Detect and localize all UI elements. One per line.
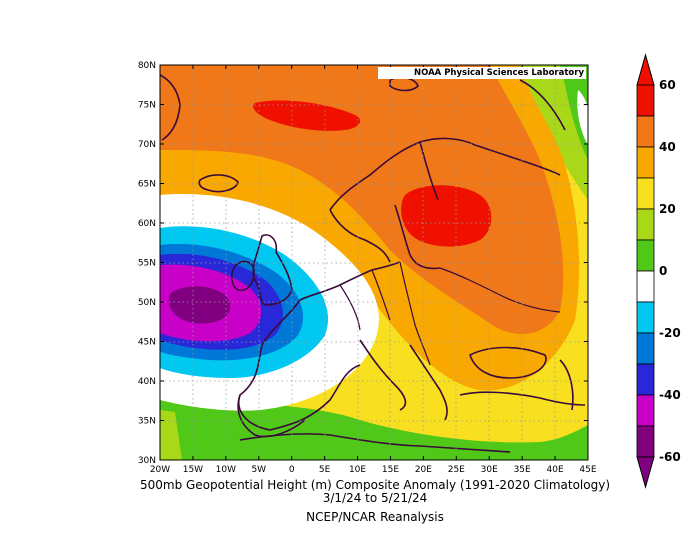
lon-tick-label: 40E xyxy=(547,465,564,475)
lat-tick-label: 75N xyxy=(138,101,156,111)
anomaly-field xyxy=(160,65,588,460)
caption-source: NCEP/NCAR Reanalysis xyxy=(306,510,444,524)
lat-tick-label: 65N xyxy=(138,180,156,190)
lon-tick-label: 35E xyxy=(514,465,531,475)
lon-tick-label: 5W xyxy=(251,465,266,475)
lon-tick-label: 15E xyxy=(382,465,399,475)
colorbar: 60 40 20 0 -20 -40 -60 xyxy=(636,53,681,489)
colorbar-bin xyxy=(636,84,655,117)
colorbar-bin xyxy=(636,146,655,179)
lon-tick-label: 15W xyxy=(183,465,203,475)
lon-tick-label: 25E xyxy=(448,465,465,475)
lon-tick-label: 20E xyxy=(415,465,432,475)
colorbar-extend-bottom xyxy=(636,456,655,489)
credit-label: NOAA Physical Sciences Laboratory xyxy=(378,67,586,79)
colorbar-label: -40 xyxy=(659,388,681,402)
colorbar-bin xyxy=(636,301,655,334)
tick-marks xyxy=(159,64,589,461)
lon-tick-label: 30E xyxy=(481,465,498,475)
colorbar-bin xyxy=(636,208,655,241)
colorbar-label: -60 xyxy=(659,450,681,464)
colorbar-label: 60 xyxy=(659,78,676,92)
lat-tick-label: 35N xyxy=(138,417,156,427)
lat-tick-label: 50N xyxy=(138,298,156,308)
colorbar-label: -20 xyxy=(659,326,681,340)
graticule xyxy=(160,65,588,460)
lon-tick-label: 10W xyxy=(216,465,236,475)
lon-tick-label: 10E xyxy=(349,465,366,475)
lat-tick-label: 55N xyxy=(138,259,156,269)
colorbar-bin xyxy=(636,332,655,365)
colorbar-extend-top xyxy=(636,53,655,86)
lon-tick-label: 45E xyxy=(579,465,596,475)
colorbar-bin xyxy=(636,363,655,396)
colorbar-label: 40 xyxy=(659,140,676,154)
caption-date-range: 3/1/24 to 5/21/24 xyxy=(322,491,428,505)
lat-tick-label: 30N xyxy=(138,456,156,466)
lat-tick-label: 60N xyxy=(138,219,156,229)
lat-tick-label: 45N xyxy=(138,338,156,348)
latitude-labels: 80N 75N 70N 65N 60N 55N 50N 45N 40N 35N 30N xyxy=(138,61,156,466)
colorbar-bin xyxy=(636,239,655,272)
colorbar-label: 20 xyxy=(659,202,676,216)
longitude-labels: 20W 15W 10W 5W 0 5E 10E 15E 20E 25E 30E 35E 40E 45E xyxy=(150,465,597,475)
lat-tick-label: 40N xyxy=(138,377,156,387)
caption-title: 500mb Geopotential Height (m) Composite … xyxy=(139,478,610,492)
colorbar-bin xyxy=(636,425,655,458)
colorbar-bin xyxy=(636,270,655,303)
lon-tick-label: 5E xyxy=(319,465,331,475)
lat-tick-label: 70N xyxy=(138,140,156,150)
lat-tick-label: 80N xyxy=(138,61,156,71)
colorbar-bin xyxy=(636,115,655,148)
lon-tick-label: 0 xyxy=(289,465,295,475)
colorbar-bin xyxy=(636,394,655,427)
lon-tick-label: 20W xyxy=(150,465,170,475)
colorbar-bin xyxy=(636,177,655,210)
colorbar-label: 0 xyxy=(659,264,667,278)
